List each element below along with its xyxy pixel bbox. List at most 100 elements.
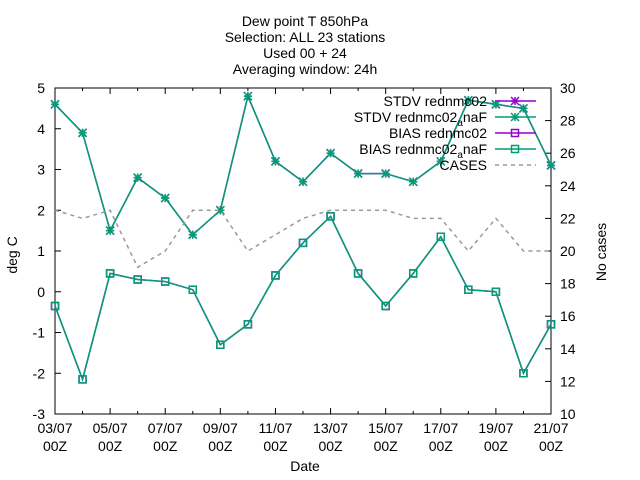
- data-point: [216, 340, 225, 349]
- data-point: [50, 301, 60, 311]
- y-right-tick-label: 20: [560, 243, 576, 259]
- y-left-tick-label: -1: [33, 325, 46, 341]
- y-axis-left-ticks: -3 -2 -1 0 1 2 3 4 5: [33, 80, 61, 422]
- x-tick-label-date: 13/07: [313, 420, 348, 436]
- data-point: [436, 232, 446, 241]
- x-tick-label-date: 11/07: [258, 420, 292, 436]
- legend-label: BIAS rednmc02: [389, 125, 487, 141]
- data-point: [270, 156, 280, 166]
- x-tick-label-time: 00Z: [429, 438, 454, 454]
- x-tick-label-time: 00Z: [98, 438, 123, 454]
- y-axis-right-ticks: 10 12 14 16 18 20 22 24 26 28 30: [545, 80, 576, 422]
- data-point: [133, 173, 143, 183]
- data-point: [160, 193, 170, 203]
- legend-marker: [510, 128, 520, 138]
- y-right-tick-label: 16: [560, 308, 576, 324]
- legend-label: CASES: [440, 157, 487, 173]
- data-point: [50, 99, 60, 109]
- data-point: [78, 128, 88, 138]
- y-left-tick-label: -2: [33, 365, 46, 381]
- title-line: Used 00 + 24: [263, 45, 347, 61]
- data-point: [464, 285, 473, 294]
- legend-label: STDV rednmc02: [384, 93, 488, 109]
- x-tick-label-time: 00Z: [374, 438, 399, 454]
- x-tick-label-date: 03/07: [37, 420, 72, 436]
- data-point: [133, 275, 142, 284]
- series-1: [50, 91, 556, 240]
- title-line: Selection: ALL 23 stations: [225, 29, 386, 45]
- title-line: Dew point T 850hPa: [242, 13, 369, 29]
- data-point: [408, 177, 418, 187]
- legend-label: STDV rednmc02anaF: [354, 109, 487, 129]
- y-right-tick-label: 18: [560, 276, 576, 292]
- x-tick-label-time: 00Z: [208, 438, 233, 454]
- data-point: [519, 369, 528, 378]
- data-point: [215, 205, 225, 215]
- series-group: [50, 91, 556, 384]
- y-right-tick-label: 30: [560, 80, 576, 96]
- y-axis-right-label: No cases: [593, 223, 609, 281]
- y-right-tick-label: 14: [560, 341, 576, 357]
- data-point: [381, 301, 390, 311]
- data-point: [298, 177, 308, 187]
- series-4: [54, 209, 551, 269]
- data-point: [408, 269, 418, 278]
- data-point: [326, 212, 335, 221]
- y-left-tick-label: 5: [37, 80, 45, 96]
- y-left-tick-label: 0: [37, 284, 45, 300]
- y-axis-left-label: deg C: [4, 236, 20, 273]
- y-left-tick-label: 4: [37, 121, 45, 137]
- data-point: [188, 230, 198, 240]
- legend-label: BIAS rednmc02anaF: [359, 141, 487, 161]
- x-tick-label-date: 21/07: [533, 420, 568, 436]
- y-right-tick-label: 24: [560, 178, 576, 194]
- data-point: [243, 91, 253, 101]
- x-tick-label-date: 07/07: [148, 420, 183, 436]
- data-point: [381, 169, 391, 179]
- x-tick-label-time: 00Z: [43, 438, 68, 454]
- x-tick-label-date: 15/07: [368, 420, 403, 436]
- data-point: [518, 103, 528, 113]
- data-point: [491, 287, 501, 296]
- data-point: [105, 269, 115, 278]
- data-point: [243, 320, 253, 329]
- legend-marker: [510, 112, 520, 122]
- data-point: [78, 375, 87, 384]
- data-point: [546, 160, 556, 170]
- x-tick-label-time: 00Z: [318, 438, 343, 454]
- data-point: [546, 320, 556, 329]
- y-right-tick-label: 28: [560, 113, 576, 129]
- title-line: Averaging window: 24h: [233, 61, 378, 77]
- y-right-tick-label: 22: [560, 210, 576, 226]
- y-right-tick-label: 26: [560, 145, 576, 161]
- data-point: [463, 95, 473, 105]
- x-tick-label-date: 05/07: [93, 420, 128, 436]
- data-point: [188, 285, 198, 294]
- data-point: [353, 169, 363, 179]
- data-point: [105, 226, 115, 236]
- y-left-tick-label: 1: [37, 243, 45, 259]
- x-tick-label-time: 00Z: [153, 438, 178, 454]
- y-right-tick-label: 10: [560, 406, 576, 422]
- x-tick-label-date: 09/07: [203, 420, 238, 436]
- x-tick-label-time: 00Z: [539, 438, 564, 454]
- y-left-tick-label: -3: [33, 406, 46, 422]
- data-point: [271, 271, 280, 280]
- x-axis-label: Date: [290, 458, 320, 474]
- legend-marker: [510, 96, 520, 106]
- y-left-tick-label: 2: [37, 202, 45, 218]
- data-point: [326, 148, 336, 158]
- data-point: [436, 156, 446, 166]
- data-point: [298, 238, 308, 248]
- x-tick-label-time: 00Z: [263, 438, 288, 454]
- data-point: [353, 269, 363, 278]
- x-tick-label-time: 00Z: [484, 438, 509, 454]
- data-point: [160, 277, 170, 286]
- series-3: [50, 212, 556, 384]
- series-line: [54, 209, 551, 269]
- legend-marker: [510, 144, 520, 154]
- x-tick-label-date: 19/07: [478, 420, 513, 436]
